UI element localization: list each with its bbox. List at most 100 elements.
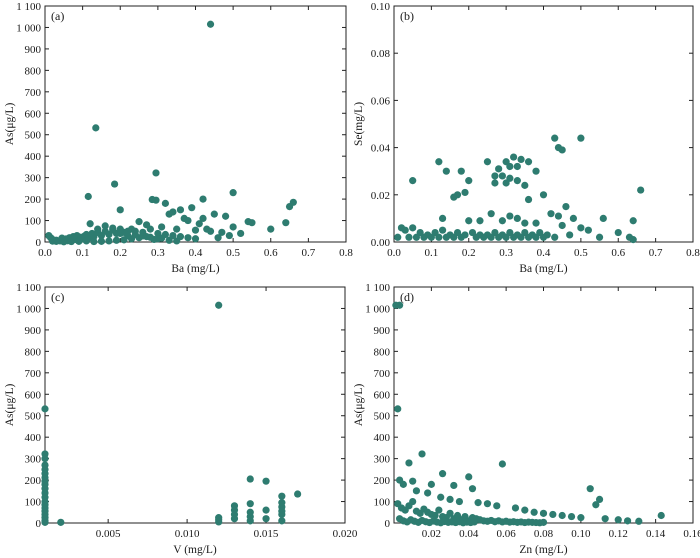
data-point xyxy=(577,224,585,232)
data-point xyxy=(461,188,469,197)
data-point xyxy=(493,502,501,510)
data-point xyxy=(57,518,65,526)
data-point xyxy=(517,233,525,241)
data-point xyxy=(521,219,529,227)
data-point xyxy=(41,455,49,463)
y-tick-label: 1 100 xyxy=(16,1,41,13)
data-point xyxy=(474,499,482,507)
y-tick-label: 100 xyxy=(374,497,391,509)
data-point xyxy=(86,220,94,228)
x-tick-label: 0.16 xyxy=(683,528,700,540)
data-point xyxy=(215,518,223,526)
y-tick-label: 200 xyxy=(25,475,42,487)
y-tick-label: 0.04 xyxy=(371,143,391,155)
data-point xyxy=(148,195,156,204)
data-point xyxy=(206,227,215,235)
y-tick-label: 1 100 xyxy=(16,282,41,294)
data-points xyxy=(45,20,297,246)
data-point xyxy=(278,517,286,525)
plot-frame xyxy=(393,5,694,243)
data-point xyxy=(101,227,109,235)
data-point xyxy=(435,506,443,514)
data-point xyxy=(294,490,302,498)
data-point xyxy=(248,219,256,227)
data-point xyxy=(176,206,185,214)
data-point xyxy=(577,514,585,522)
data-point xyxy=(412,233,421,241)
y-tick-label: 600 xyxy=(374,389,391,401)
data-point xyxy=(409,477,417,485)
data-point xyxy=(517,155,525,163)
y-tick-label: 0 xyxy=(385,518,391,530)
panel-a: 0.0 0.1 0.2 0.3 0.4 0.5 0.6 0.7 0.8 0 100 200 300 400… xyxy=(4,1,353,275)
data-point xyxy=(635,517,643,525)
data-point xyxy=(532,167,540,175)
data-point xyxy=(470,518,478,526)
y-tick-label: 900 xyxy=(25,325,42,337)
x-tick-label: 0.0 xyxy=(387,247,401,259)
x-tick-label: 0.6 xyxy=(611,247,625,259)
data-point xyxy=(569,214,578,222)
data-point xyxy=(614,228,622,237)
data-point xyxy=(446,495,454,503)
data-point xyxy=(435,158,443,166)
x-tick-label: 0.10 xyxy=(571,528,591,540)
data-point xyxy=(161,199,169,207)
data-point xyxy=(438,214,447,222)
data-point xyxy=(154,235,162,243)
data-point xyxy=(554,212,563,220)
x-tick-label: 0.8 xyxy=(339,247,353,259)
data-point xyxy=(524,158,533,166)
y-tick-label: 300 xyxy=(374,454,391,466)
data-points xyxy=(392,301,665,527)
y-tick-label: 300 xyxy=(25,173,42,185)
data-point xyxy=(595,495,604,503)
data-point xyxy=(191,226,200,234)
y-tick-label: 700 xyxy=(25,368,42,380)
data-point xyxy=(173,225,181,233)
data-point xyxy=(513,214,521,222)
data-point xyxy=(450,193,458,201)
data-point xyxy=(278,492,286,500)
data-point xyxy=(455,497,464,506)
data-point xyxy=(442,233,450,241)
data-point xyxy=(614,516,622,524)
data-point xyxy=(218,228,226,236)
data-point xyxy=(487,233,495,241)
data-point xyxy=(418,450,426,458)
y-tick-label: 700 xyxy=(374,368,391,380)
x-tick-label: 0.1 xyxy=(76,247,90,259)
data-point xyxy=(498,460,506,468)
data-point xyxy=(399,480,407,488)
data-point xyxy=(637,186,645,194)
x-tick-label: 0.1 xyxy=(425,247,439,259)
data-point xyxy=(282,219,290,227)
data-point xyxy=(539,233,548,241)
x-tick-label: 0.7 xyxy=(649,247,663,259)
data-point xyxy=(468,485,477,493)
y-tick-label: 400 xyxy=(25,432,42,444)
y-axis-label: As(μg/L) xyxy=(4,384,16,427)
y-tick-label: 0.10 xyxy=(371,1,391,13)
x-tick-label: 0.4 xyxy=(189,247,203,259)
y-tick-label: 700 xyxy=(25,87,42,99)
plot-frame xyxy=(393,286,694,524)
panel-b: 0.0 0.1 0.2 0.3 0.4 0.5 0.6 0.7 0.8 0.00 0.02 0.04 0… xyxy=(353,1,700,275)
data-point xyxy=(502,233,510,241)
data-point xyxy=(549,510,557,519)
data-point xyxy=(131,230,139,239)
data-point xyxy=(82,237,90,245)
data-point xyxy=(139,232,147,240)
data-point xyxy=(495,165,503,173)
x-tick-label: 0.0 xyxy=(38,247,52,259)
data-point xyxy=(88,229,96,238)
data-point xyxy=(513,162,521,171)
plot-frame xyxy=(44,5,347,243)
y-tick-label: 1 000 xyxy=(16,303,41,315)
panel-label: (c) xyxy=(51,290,64,304)
data-point xyxy=(409,497,417,506)
data-point xyxy=(116,206,124,214)
y-tick-label: 800 xyxy=(25,346,42,358)
data-point xyxy=(262,477,270,485)
data-point xyxy=(495,233,503,241)
